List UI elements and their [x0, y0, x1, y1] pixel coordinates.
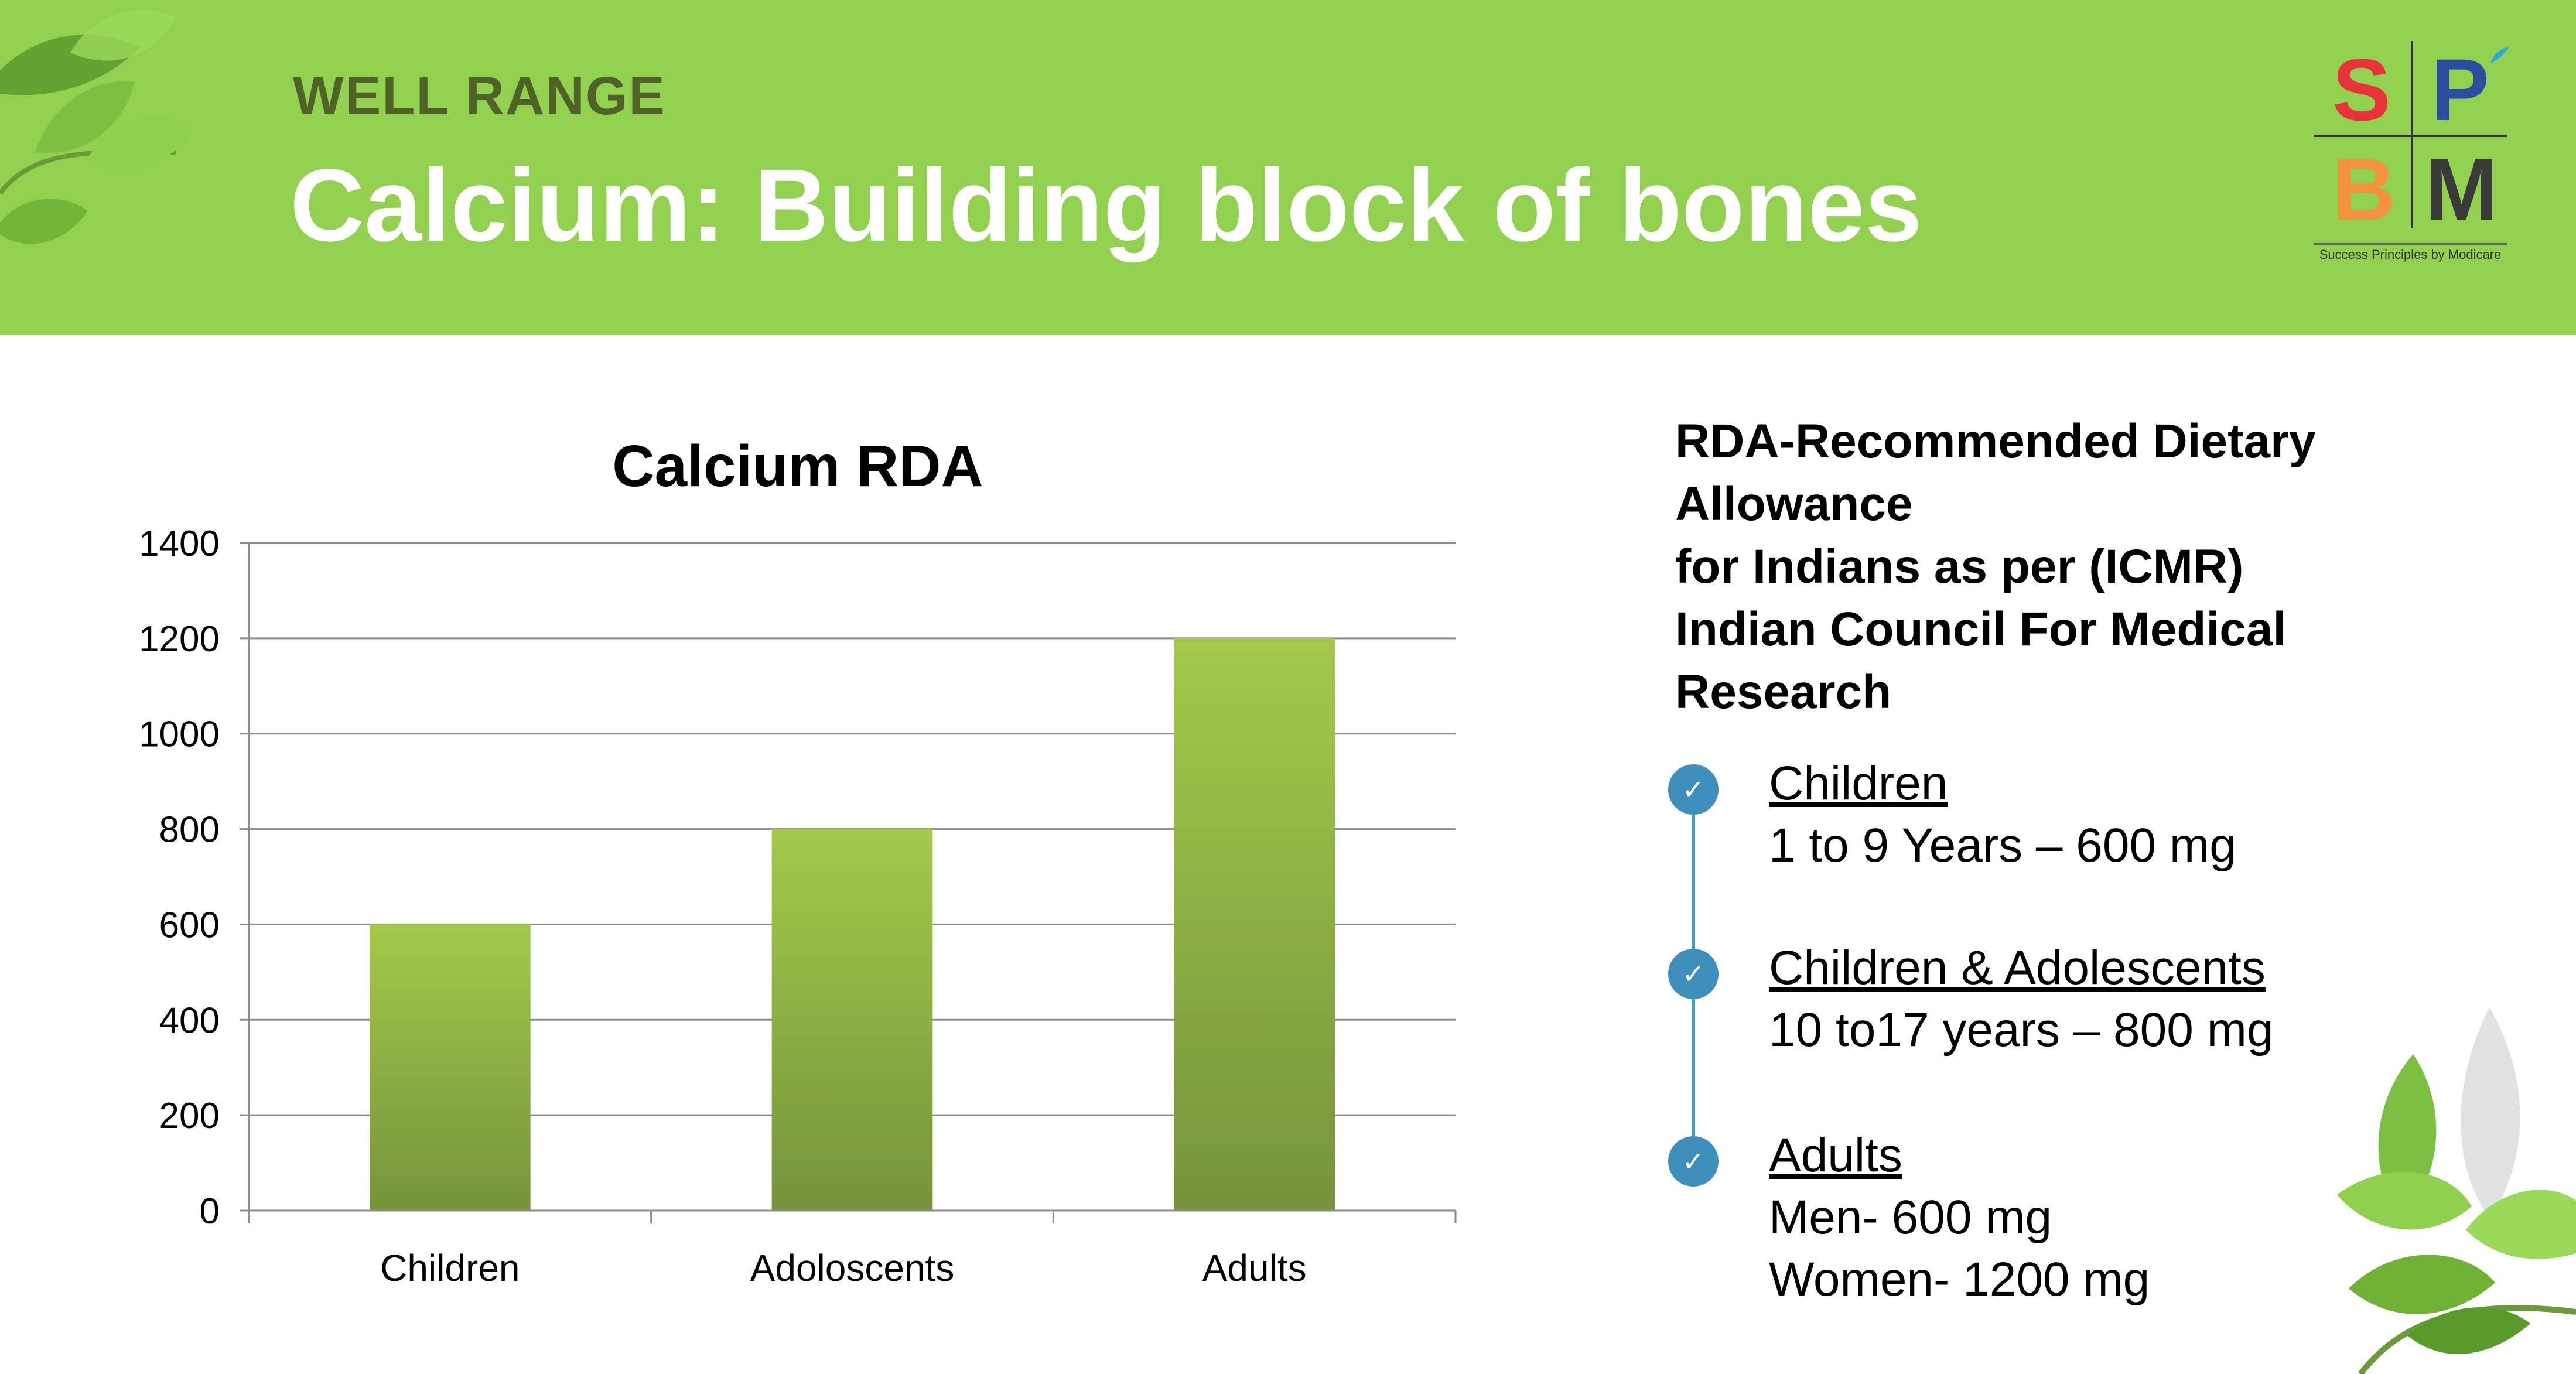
logo-divider-horizontal [2314, 135, 2507, 137]
y-tick-label: 0 [200, 1191, 220, 1232]
y-tick-label: 1200 [139, 619, 220, 659]
rda-item-detail: Men- 600 mg [1769, 1191, 2052, 1244]
logo-letter-m: M [2425, 140, 2498, 238]
y-tick-label: 1400 [139, 524, 220, 564]
check-icon: ✓ [1668, 764, 1719, 815]
bar-adults [1174, 638, 1335, 1211]
y-tick-label: 1000 [139, 715, 220, 755]
logo-underline [2314, 243, 2507, 245]
section-subtitle: WELL RANGE [293, 66, 666, 126]
check-icon: ✓ [1668, 949, 1719, 999]
calcium-rda-bar-chart: Calcium RDA 0 200 400 600 800 1000 1200 1400 Chi… [139, 433, 1457, 1289]
logo-letter-p: P [2431, 40, 2490, 139]
logo-bird-icon [2490, 47, 2509, 63]
y-tick-label: 400 [159, 1000, 220, 1041]
rda-item-detail: 1 to 9 Years – 600 mg [1769, 819, 2236, 872]
check-icon: ✓ [1668, 1136, 1719, 1187]
rda-heading-line: Allowance [1675, 477, 1913, 531]
page-title: Calcium: Building block of bones [290, 148, 1922, 263]
logo-tagline: Success Principles by Modicare [2319, 247, 2502, 262]
x-tick-label: Adults [1202, 1247, 1307, 1289]
x-tick-label: Children [380, 1247, 520, 1289]
rda-heading-line: Research [1675, 665, 1892, 719]
spbm-logo: S P B M Success Principles by Modicare [2314, 41, 2513, 269]
header-banner [0, 0, 2576, 335]
x-tick-label: Adoloscents [750, 1247, 955, 1289]
y-tick-label: 200 [159, 1096, 220, 1136]
y-tick-label: 800 [159, 810, 220, 850]
rda-heading-line: for Indians as per (ICMR) [1675, 540, 2244, 593]
rda-heading: RDA-Recommended Dietary Allowance for In… [1675, 410, 2437, 723]
chart-title: Calcium RDA [612, 433, 983, 499]
leaves-decoration-bottom-right [2337, 1007, 2576, 1374]
y-tick-label: 600 [159, 905, 220, 945]
rda-heading-line: Indian Council For Medical [1675, 603, 2287, 656]
logo-letter-s: S [2332, 40, 2391, 139]
rda-heading-line: RDA-Recommended Dietary [1675, 415, 2316, 468]
rda-item-heading: Children [1769, 757, 1948, 810]
rda-item-heading: Children & Adolescents [1769, 941, 2266, 994]
logo-letter-b: B [2332, 140, 2396, 238]
rda-item-detail: Women- 1200 mg [1769, 1253, 2150, 1306]
rda-item-detail: 10 to17 years – 800 mg [1769, 1003, 2274, 1057]
leaves-decoration-top-left [0, 9, 193, 244]
rda-item-heading: Adults [1769, 1129, 1902, 1182]
bar-children [370, 924, 531, 1211]
bar-adoloscents [771, 829, 933, 1211]
